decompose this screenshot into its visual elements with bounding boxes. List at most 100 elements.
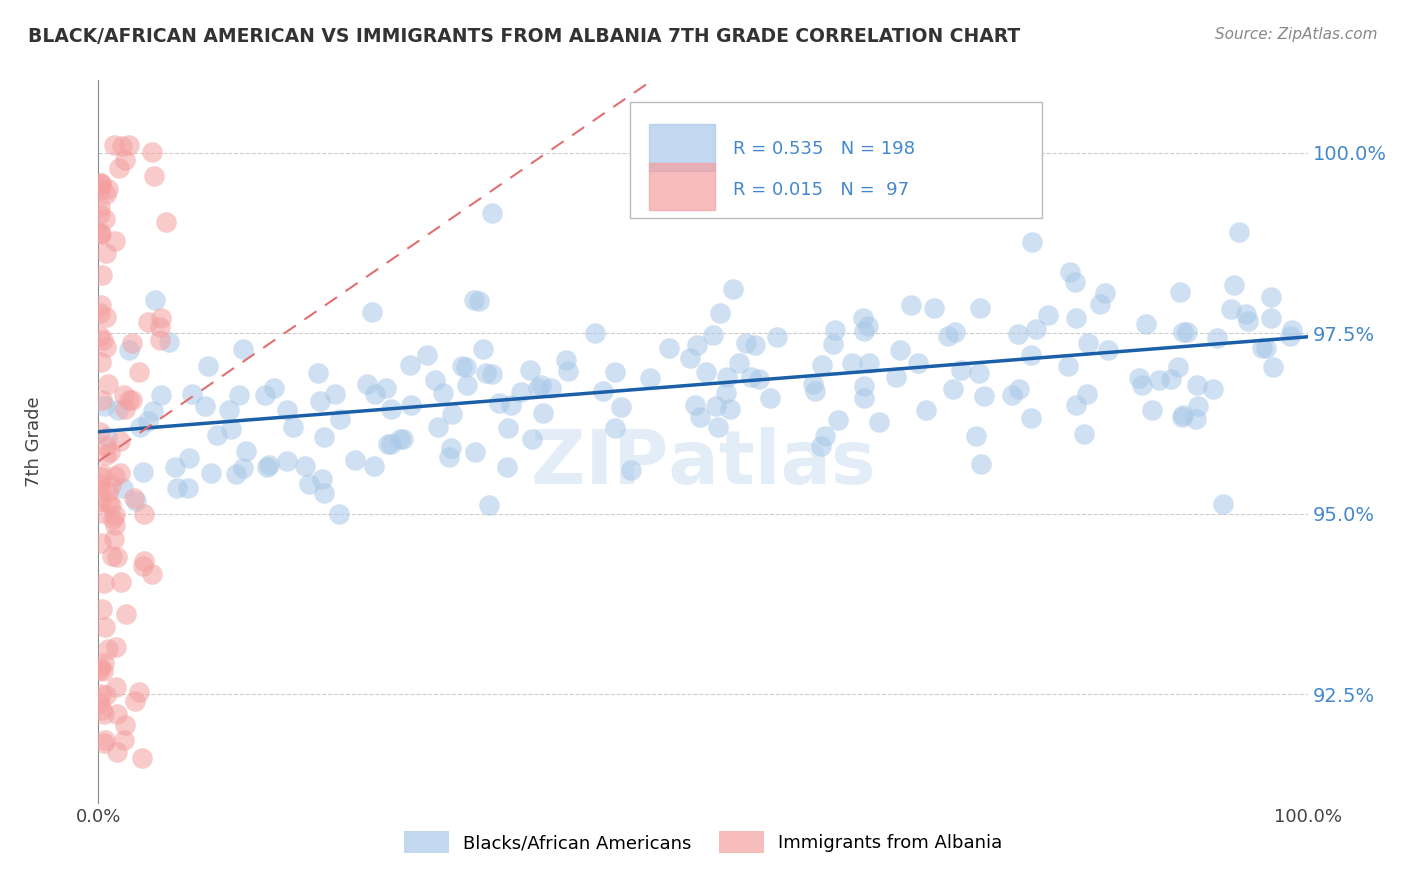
Point — [727, 356, 749, 370]
Point — [1019, 348, 1042, 362]
Point — [827, 413, 849, 427]
Point — [232, 342, 254, 356]
Point — [276, 453, 298, 467]
Point — [555, 352, 578, 367]
Point — [740, 369, 762, 384]
Point — [900, 297, 922, 311]
Point — [824, 323, 846, 337]
Point — [128, 684, 150, 698]
Point — [122, 491, 145, 506]
Point — [392, 432, 415, 446]
Point — [1185, 377, 1208, 392]
Point — [89, 306, 111, 320]
Point — [720, 401, 742, 416]
Point — [721, 282, 744, 296]
Point — [89, 660, 111, 674]
Point — [1254, 341, 1277, 355]
Point — [218, 402, 240, 417]
Point — [101, 512, 124, 526]
Point — [90, 178, 112, 193]
Point — [132, 507, 155, 521]
Point — [1025, 322, 1047, 336]
Point — [1187, 399, 1209, 413]
Point — [94, 620, 117, 634]
Point — [356, 377, 378, 392]
Point — [439, 441, 461, 455]
Point — [221, 422, 243, 436]
Point — [432, 385, 454, 400]
Point — [93, 735, 115, 749]
Point — [111, 139, 134, 153]
Point — [856, 319, 879, 334]
Point — [1076, 335, 1098, 350]
Point — [1227, 225, 1250, 239]
Point — [131, 751, 153, 765]
Point — [1059, 265, 1081, 279]
Point — [695, 365, 717, 379]
Point — [90, 535, 112, 549]
Point — [90, 354, 112, 368]
Point — [907, 356, 929, 370]
Point — [1007, 326, 1029, 341]
Point — [1212, 497, 1234, 511]
Point — [810, 439, 832, 453]
Text: BLACK/AFRICAN AMERICAN VS IMMIGRANTS FROM ALBANIA 7TH GRADE CORRELATION CHART: BLACK/AFRICAN AMERICAN VS IMMIGRANTS FRO… — [28, 27, 1021, 45]
Bar — [648, 163, 716, 211]
Point — [110, 434, 132, 448]
Point — [225, 467, 247, 482]
Point — [364, 387, 387, 401]
Point — [114, 607, 136, 622]
Point — [93, 733, 115, 747]
Point — [1202, 382, 1225, 396]
Point — [488, 396, 510, 410]
Point — [583, 326, 606, 341]
Point — [463, 293, 485, 307]
Point — [821, 337, 844, 351]
Text: R = 0.535   N = 198: R = 0.535 N = 198 — [734, 140, 915, 158]
Point — [1173, 325, 1195, 339]
Text: R = 0.015   N =  97: R = 0.015 N = 97 — [734, 181, 910, 199]
Point — [312, 486, 335, 500]
Point — [112, 733, 135, 747]
Point — [967, 366, 990, 380]
Point — [481, 206, 503, 220]
Point — [1064, 398, 1087, 412]
Point — [94, 340, 117, 354]
Point — [149, 333, 172, 347]
Point — [471, 342, 494, 356]
Point — [858, 356, 880, 370]
Point — [744, 337, 766, 351]
Point — [263, 381, 285, 395]
Point — [1021, 235, 1043, 249]
Point — [811, 358, 834, 372]
Point — [716, 370, 738, 384]
Point — [104, 508, 127, 523]
Point — [965, 428, 987, 442]
Point — [766, 330, 789, 344]
Point — [200, 466, 222, 480]
Point — [107, 161, 129, 175]
Point — [1260, 311, 1282, 326]
Point — [1019, 411, 1042, 425]
Point — [1171, 409, 1194, 424]
Point — [91, 506, 114, 520]
Point — [1237, 314, 1260, 328]
Point — [93, 576, 115, 591]
Point — [143, 169, 166, 183]
Point — [107, 402, 129, 417]
Point — [437, 450, 460, 464]
Point — [592, 384, 614, 398]
Point — [89, 696, 111, 710]
Point — [91, 664, 114, 678]
Point — [531, 406, 554, 420]
Point — [380, 436, 402, 450]
Point — [1160, 371, 1182, 385]
Point — [868, 415, 890, 429]
Point — [1140, 402, 1163, 417]
Point — [1135, 317, 1157, 331]
Point — [94, 245, 117, 260]
Point — [401, 398, 423, 412]
Point — [104, 234, 127, 248]
Point — [1205, 330, 1227, 344]
Point — [197, 359, 219, 374]
